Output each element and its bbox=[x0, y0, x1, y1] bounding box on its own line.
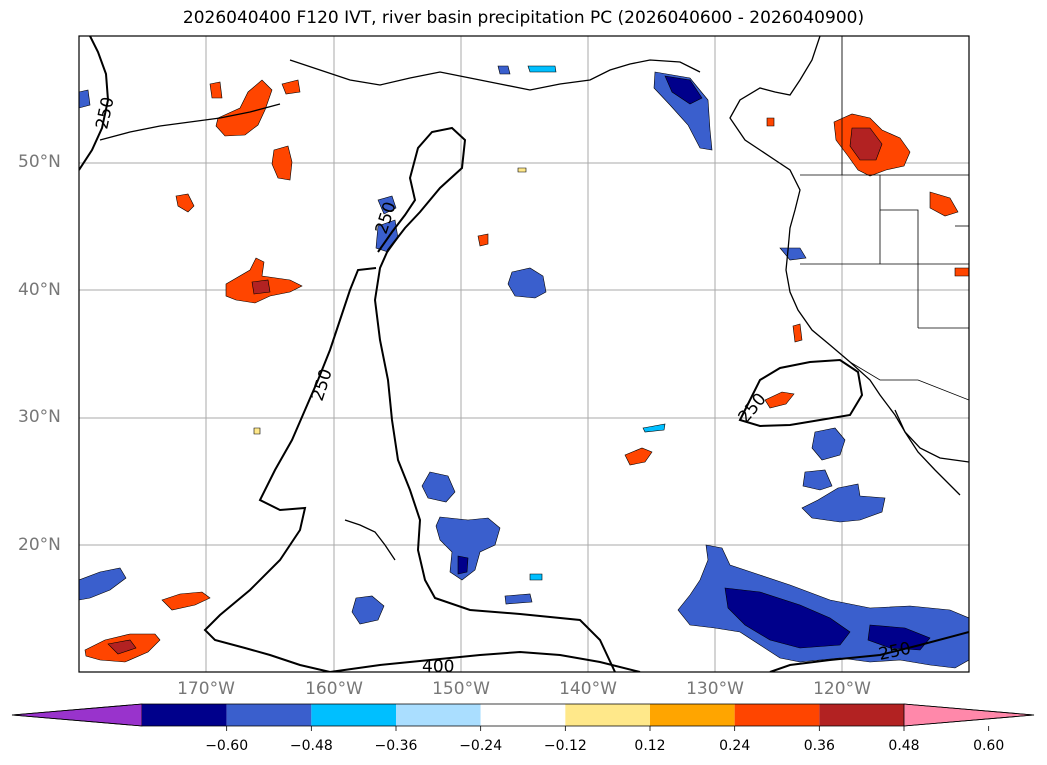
map-border bbox=[78, 35, 970, 673]
colorbar-segment bbox=[734, 704, 820, 726]
orange-patch-41n-e bbox=[954, 267, 969, 277]
map-title: 2026040400 F120 IVT, river basin precipi… bbox=[182, 8, 865, 28]
colorbar-tick-label: 0.12 bbox=[634, 738, 666, 754]
ivt-400 bbox=[329, 650, 641, 672]
political-borders bbox=[800, 36, 969, 401]
orange-patch-36n-coast bbox=[792, 323, 803, 343]
orange-patch-40n-core bbox=[251, 279, 271, 295]
colorbar-segment bbox=[226, 704, 312, 726]
blue-patch-21n bbox=[435, 516, 501, 581]
colorbar bbox=[11, 703, 1035, 731]
blue-patch-17n-small bbox=[504, 593, 533, 605]
orange-patch-nw-us-core bbox=[849, 127, 883, 161]
ivt-250-east bbox=[738, 358, 864, 428]
orange-patch-56n-small2 bbox=[209, 81, 223, 99]
orange-patch-bc-small bbox=[766, 117, 775, 127]
ivt-250-central bbox=[373, 126, 616, 672]
blue-patch-22n bbox=[801, 483, 886, 523]
blue-patch-42n-coast bbox=[779, 247, 807, 261]
lat-label-50: 50°N bbox=[18, 152, 61, 172]
colorbar-tick-label: 0.36 bbox=[803, 738, 835, 754]
yellow-patch-49n bbox=[517, 167, 527, 173]
orange-patch-43n bbox=[477, 233, 489, 247]
alaska-coast bbox=[289, 59, 701, 91]
blue-patch-48n bbox=[377, 195, 397, 215]
lon-label-120: 120°W bbox=[813, 679, 871, 699]
colorbar-tick-label: −0.60 bbox=[205, 738, 249, 754]
lon-label-160: 160°W bbox=[305, 679, 363, 699]
colorbar-outline bbox=[11, 703, 1035, 727]
na-west-coast bbox=[729, 36, 969, 463]
colorbar-tick-label: −0.36 bbox=[374, 738, 418, 754]
blue-patch-top2 bbox=[497, 65, 511, 75]
blue-patch-bc-core bbox=[664, 75, 703, 105]
ivt-contours bbox=[79, 36, 969, 672]
blue-patch-west-55n bbox=[79, 89, 91, 109]
orange-patch-15n bbox=[161, 591, 211, 611]
blue-patch-top1 bbox=[527, 65, 557, 73]
colorbar-extend-high bbox=[903, 703, 1035, 727]
orange-patch-51n bbox=[271, 145, 293, 181]
blue-patch-west-17n bbox=[79, 567, 127, 601]
ivt-250-west bbox=[79, 36, 110, 171]
lat-label-30: 30°N bbox=[18, 407, 61, 427]
orange-patch-54n bbox=[215, 79, 273, 137]
gridlines bbox=[79, 36, 969, 672]
orange-patch-47n bbox=[175, 193, 195, 213]
colorbar-tick-label: 0.24 bbox=[719, 738, 751, 754]
blue-patch-29n bbox=[811, 427, 846, 461]
baja bbox=[894, 409, 961, 496]
blue-patch-19n-small bbox=[529, 573, 543, 581]
blue-patch-29n-small bbox=[642, 423, 666, 433]
blue-patch-24n bbox=[802, 469, 833, 491]
blue-patch-40n bbox=[507, 267, 547, 299]
lon-label-170: 170°W bbox=[177, 679, 235, 699]
orange-patch-26n bbox=[624, 447, 653, 466]
colorbar-segment bbox=[142, 704, 227, 726]
contour-label-400: 400 bbox=[422, 657, 454, 677]
orange-patch-56n-small bbox=[281, 79, 301, 95]
colorbar-segment bbox=[650, 704, 735, 726]
ivt-250-se bbox=[769, 631, 969, 672]
blue-patch-16n bbox=[351, 595, 385, 625]
colorbar-segment bbox=[565, 704, 650, 726]
precip-positive-patches bbox=[84, 79, 969, 663]
hawaii bbox=[344, 519, 396, 561]
colorbar-extend-low bbox=[11, 703, 143, 727]
colorbar-tick-label: −0.48 bbox=[289, 738, 333, 754]
colorbar-segment bbox=[396, 704, 481, 726]
precip-negative-patches bbox=[79, 65, 969, 669]
blue-patch-21n-core bbox=[457, 555, 469, 575]
lon-label-140: 140°W bbox=[559, 679, 617, 699]
colorbar-tick-label: 0.60 bbox=[973, 738, 1005, 754]
coastlines bbox=[99, 36, 969, 561]
lat-label-20: 20°N bbox=[18, 535, 61, 555]
map-frame bbox=[79, 36, 969, 672]
lon-label-130: 130°W bbox=[686, 679, 744, 699]
aleutians bbox=[99, 103, 281, 141]
yellow-patch-29n bbox=[253, 427, 261, 435]
colorbar-segment bbox=[311, 704, 396, 726]
blue-patch-25n bbox=[421, 471, 456, 503]
orange-patch-46n-e bbox=[929, 191, 959, 217]
colorbar-tick-label: 0.48 bbox=[888, 738, 920, 754]
lat-label-40: 40°N bbox=[18, 280, 61, 300]
ivt-250-central-west bbox=[203, 267, 377, 672]
lon-label-150: 150°W bbox=[432, 679, 490, 699]
orange-patch-31n bbox=[764, 391, 795, 409]
orange-patch-12n-core bbox=[107, 639, 137, 655]
colorbar-segment bbox=[819, 704, 904, 726]
colorbar-segment bbox=[480, 704, 566, 726]
blue-patch-sw-core2 bbox=[867, 624, 931, 651]
blue-patch-sw-core bbox=[724, 587, 851, 649]
colorbar-tick-label: −0.24 bbox=[459, 738, 503, 754]
colorbar-tick-label: −0.12 bbox=[543, 738, 587, 754]
